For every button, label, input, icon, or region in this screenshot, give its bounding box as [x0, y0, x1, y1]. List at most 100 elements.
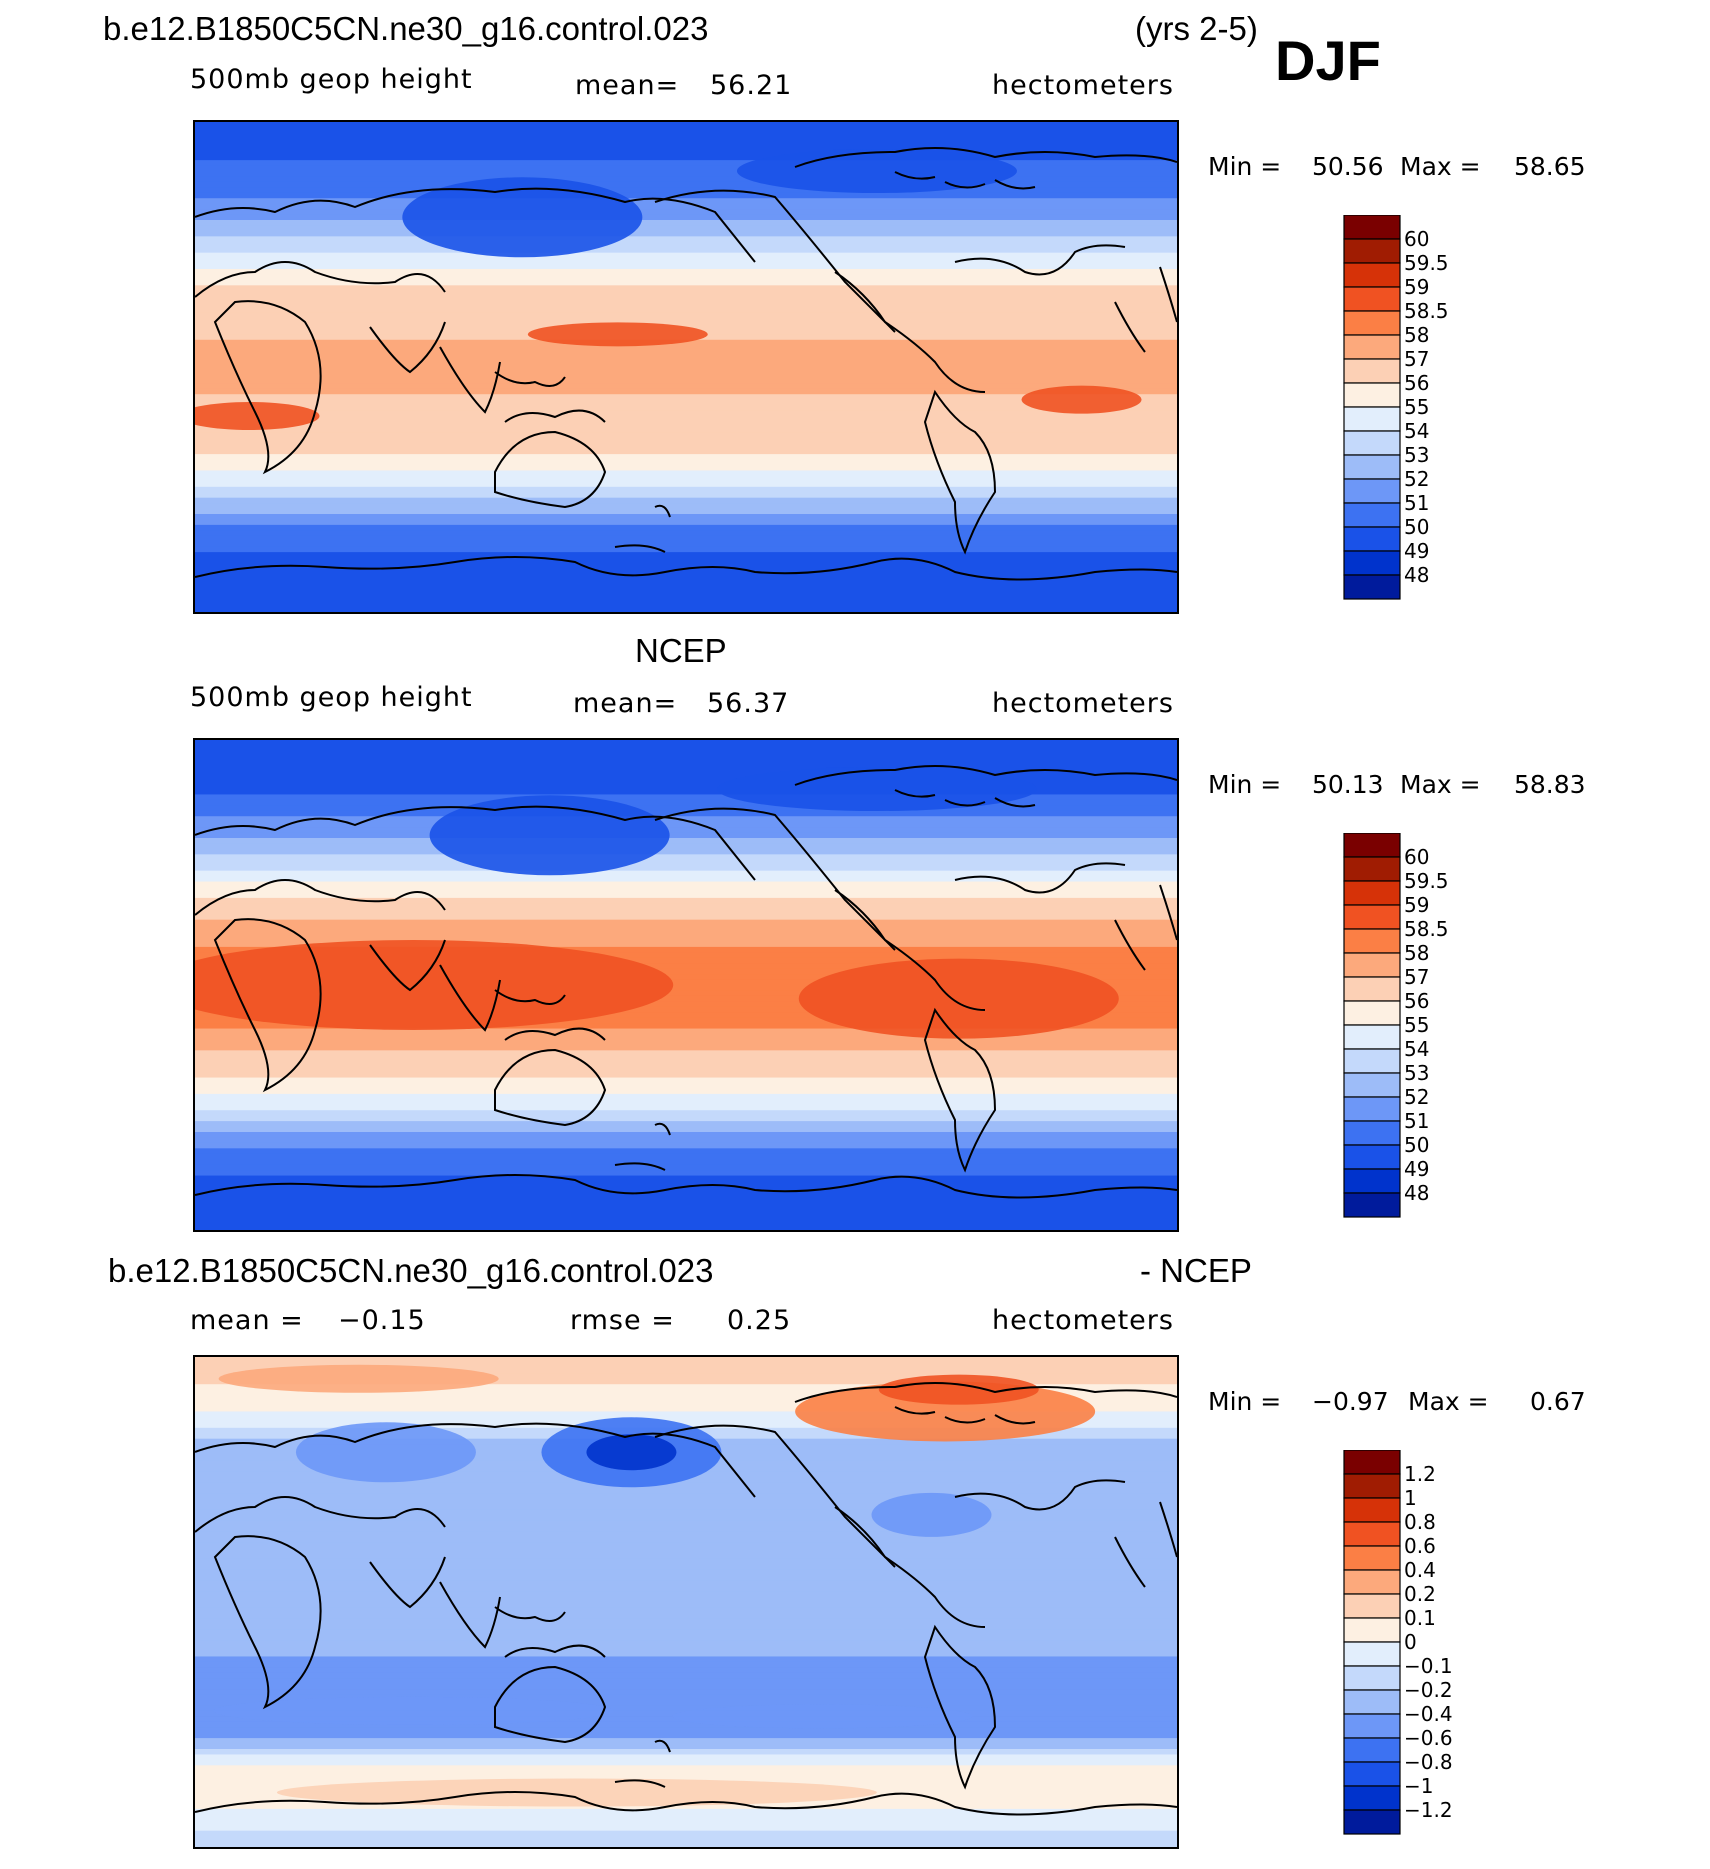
colorbar-swatch	[1343, 502, 1401, 528]
contour-band	[195, 1776, 1177, 1783]
panel2-min-value: 50.13	[1312, 770, 1384, 799]
coastline	[213, 1535, 322, 1710]
cbar2-label: 50	[1404, 1133, 1430, 1157]
coastline	[195, 805, 756, 881]
panel2-mean-label: mean=	[573, 688, 678, 719]
cbar2-label: 53	[1404, 1061, 1430, 1085]
coastline	[195, 1422, 756, 1498]
cbar3-label: −1	[1404, 1774, 1434, 1798]
colorbar-swatch	[1343, 262, 1401, 288]
contour-band	[195, 1705, 1177, 1712]
colorbar-swatch	[1343, 406, 1401, 432]
contour-band	[195, 1017, 1177, 1024]
contour-band	[195, 990, 1177, 997]
cbar1-label: 58.5	[1404, 299, 1449, 323]
contour-band	[195, 176, 1177, 183]
contour-band	[195, 149, 1177, 156]
contour-band	[195, 1525, 1177, 1532]
colorbar-swatch	[1343, 976, 1401, 1002]
coastline	[195, 556, 1177, 581]
contour-band	[195, 1700, 1177, 1707]
coastline	[1159, 884, 1177, 941]
contour-band	[195, 514, 1177, 521]
contour-band	[195, 143, 1177, 150]
contour-blob	[716, 767, 1037, 811]
contour-band	[195, 1224, 1177, 1230]
contour-band	[195, 925, 1177, 932]
colorbar-swatch	[1343, 1024, 1401, 1050]
contour-band	[195, 1061, 1177, 1068]
contour-band	[195, 421, 1177, 428]
contour-band	[195, 903, 1177, 910]
contour-band	[195, 1001, 1177, 1008]
contour-band	[195, 1066, 1177, 1073]
colorbar-swatch	[1343, 1761, 1401, 1787]
contour-band	[195, 606, 1177, 612]
contour-band	[195, 952, 1177, 959]
coastline	[923, 1624, 997, 1790]
contour-band	[195, 1389, 1177, 1396]
colorbar-swatch	[1343, 1168, 1401, 1194]
panel1-min-value: 50.56	[1312, 152, 1384, 181]
contour-band	[195, 127, 1177, 134]
season-label: DJF	[1275, 29, 1381, 92]
contour-band	[195, 323, 1177, 330]
panel2-max-label: Max =	[1400, 770, 1481, 799]
panel3-min-label: Min =	[1208, 1387, 1282, 1416]
contour-band	[195, 1126, 1177, 1133]
contour-blob	[218, 1364, 499, 1393]
contour-band	[195, 432, 1177, 439]
colorbar-swatch	[1343, 1545, 1401, 1571]
contour-band	[195, 1362, 1177, 1369]
contour-band	[195, 1514, 1177, 1521]
contour-blob	[195, 940, 674, 1030]
contour-band	[195, 573, 1177, 580]
cbar1-label: 50	[1404, 515, 1430, 539]
contour-band	[195, 1585, 1177, 1592]
contour-band	[195, 552, 1177, 559]
contour-band	[195, 756, 1177, 763]
coastline	[1114, 301, 1146, 353]
contour-blob	[1021, 385, 1142, 414]
contour-band	[195, 1569, 1177, 1576]
contour-band	[195, 279, 1177, 286]
colorbar-swatch	[1343, 880, 1401, 906]
coastline	[439, 1581, 501, 1649]
coastline	[494, 989, 566, 1005]
coastline	[494, 1665, 607, 1744]
contour-band	[195, 486, 1177, 493]
contour-band	[195, 1749, 1177, 1756]
cbar3-label: −1.2	[1404, 1798, 1453, 1822]
contour-band	[195, 345, 1177, 352]
contour-band	[195, 503, 1177, 510]
contour-band	[195, 936, 1177, 943]
contour-band	[195, 1634, 1177, 1641]
contour-band	[195, 1645, 1177, 1652]
colorbar-swatch	[1343, 382, 1401, 408]
contour-blob	[527, 322, 708, 347]
colorbar-swatch	[1343, 310, 1401, 336]
contour-band	[195, 1683, 1177, 1690]
contour-band	[195, 1808, 1177, 1815]
contour-band	[195, 876, 1177, 883]
panel3-colorbar: 1.2 1 0.8 0.6 0.4 0.2 0.1 0 −0.1 −0.2 −0…	[1342, 1450, 1462, 1835]
contour-band	[195, 892, 1177, 899]
coastline	[834, 1506, 986, 1628]
contour-band	[195, 1416, 1177, 1423]
coastline	[369, 939, 446, 992]
colorbar-swatch	[1343, 1120, 1401, 1146]
contour-band	[195, 388, 1177, 395]
contour-band	[195, 399, 1177, 406]
contour-band	[195, 1727, 1177, 1734]
coastline	[834, 271, 986, 393]
cbar2-label: 58	[1404, 941, 1430, 965]
contour-band	[195, 832, 1177, 839]
colorbar-swatch	[1343, 286, 1401, 312]
panel3-mean-label: mean =	[190, 1305, 304, 1336]
contour-band	[195, 1558, 1177, 1565]
years-label: (yrs 2-5)	[1135, 10, 1258, 47]
contour-band	[195, 821, 1177, 828]
coastline	[654, 807, 896, 951]
contour-band	[195, 307, 1177, 314]
contour-band	[195, 171, 1177, 178]
